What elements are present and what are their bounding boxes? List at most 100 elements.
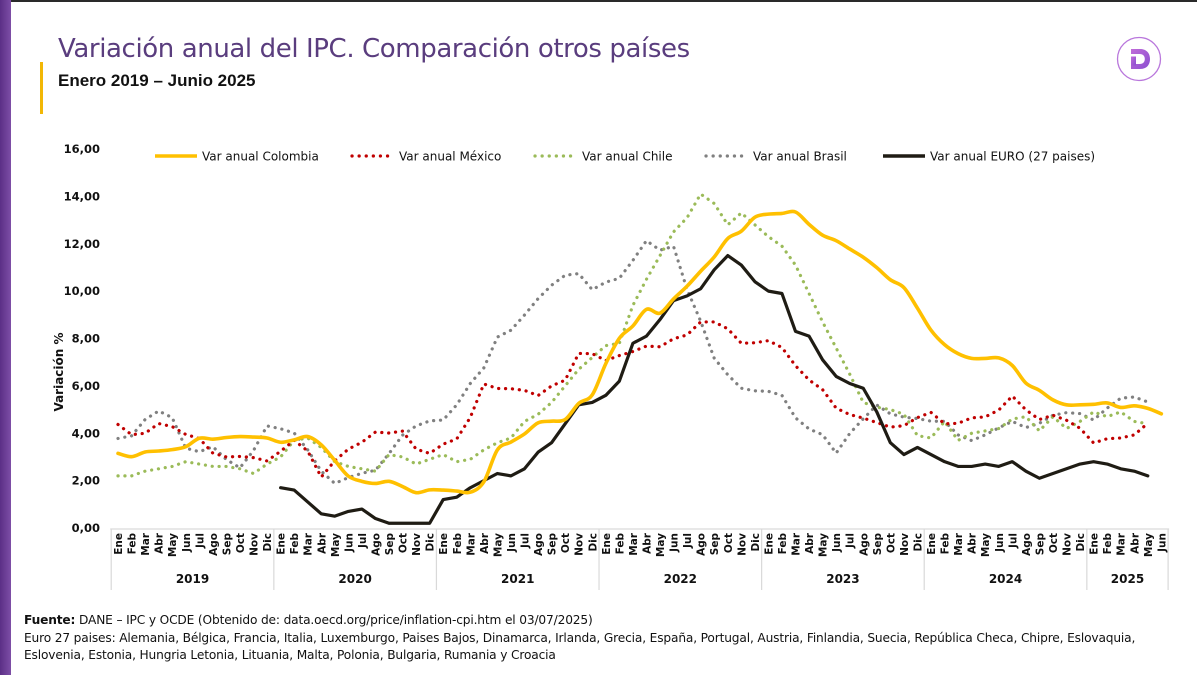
x-tick-month: Jun	[343, 533, 355, 553]
x-tick-month: Sep	[384, 533, 396, 556]
x-tick-month: Feb	[1102, 533, 1114, 555]
series-line-var-anual-colombia	[116, 209, 1164, 495]
x-tick-month: Sep	[872, 533, 884, 556]
x-tick-month: Dic	[587, 533, 599, 552]
legend-item: Var anual México	[350, 150, 501, 164]
y-tick-label: 14,00	[64, 189, 100, 203]
x-tick-month: Abr	[641, 532, 653, 554]
x-tick-month: May	[330, 533, 342, 557]
x-tick-month: Feb	[289, 533, 301, 555]
x-tick-month: Dic	[750, 533, 762, 552]
x-tick-month: Mar	[140, 532, 152, 556]
legend-label: Var anual Brasil	[753, 150, 847, 164]
euro-countries-note: Euro 27 paises: Alemania, Bélgica, Franc…	[24, 630, 1136, 663]
y-tick-label: 6,00	[72, 379, 100, 393]
x-tick-month: Ene	[276, 533, 288, 555]
side-accent-bar	[0, 0, 11, 675]
x-tick-month: Oct	[235, 533, 247, 553]
x-tick-month: Mar	[953, 532, 965, 556]
page-title: Variación anual del IPC. Comparación otr…	[58, 34, 690, 64]
y-axis: 0,00 2,00 4,00 6,00 8,00 10,00 12,00 14,00 16,00…	[52, 142, 100, 535]
series-lines	[116, 192, 1164, 525]
chart-legend: Var anual Colombia Var anual México Var an…	[155, 150, 1095, 164]
x-tick-year: 2021	[501, 572, 534, 586]
x-tick-month: Mar	[1116, 532, 1128, 556]
x-tick-month: Jun	[994, 533, 1006, 553]
x-tick-month: Oct	[398, 533, 410, 553]
legend-label: Var anual EURO (27 paises)	[930, 150, 1095, 164]
y-tick-label: 8,00	[72, 332, 100, 346]
series-line-var-anual-chile	[116, 192, 1150, 478]
legend-label: Var anual México	[399, 150, 501, 164]
x-tick-month: Ene	[113, 533, 125, 555]
title-accent-line	[40, 62, 43, 114]
x-tick-month: Jul	[520, 533, 532, 549]
x-tick-month: Dic	[912, 533, 924, 552]
series-line-var-anual-brasil	[116, 239, 1150, 486]
x-tick-month: Ago	[533, 533, 545, 556]
x-tick-month: Feb	[127, 533, 139, 555]
x-tick-month: Jul	[845, 533, 857, 549]
x-tick-month: Abr	[154, 532, 166, 554]
y-tick-label: 2,00	[72, 474, 100, 488]
x-tick-month: Ago	[208, 533, 220, 556]
source-text: DANE – IPC y OCDE (Obtenido de: data.oec…	[75, 613, 593, 627]
y-axis-title: Variación %	[52, 332, 66, 411]
x-tick-month: Ene	[926, 533, 938, 555]
x-tick-month: Feb	[614, 533, 626, 555]
legend-label: Var anual Colombia	[202, 150, 319, 164]
x-tick-month: Dic	[1075, 533, 1087, 552]
series-line-var-anual-m-xico	[116, 320, 1150, 479]
x-tick-month: Oct	[1048, 533, 1060, 553]
x-tick-month: Oct	[885, 533, 897, 553]
x-tick-month: Mar	[303, 532, 315, 556]
x-tick-month: Oct	[723, 533, 735, 553]
x-tick-month: Oct	[560, 533, 572, 553]
x-tick-year: 2023	[826, 572, 859, 586]
x-tick-month: Sep	[709, 533, 721, 556]
x-tick-month: May	[818, 533, 830, 557]
legend-label: Var anual Chile	[582, 150, 672, 164]
x-tick-month: Dic	[262, 533, 274, 552]
x-tick-month: Mar	[628, 532, 640, 556]
d-letter-logo-icon	[1116, 36, 1162, 82]
x-tick-month: May	[655, 533, 667, 557]
x-tick-year: 2020	[338, 572, 371, 586]
x-tick-month: Feb	[452, 533, 464, 555]
x-tick-month: Ago	[858, 533, 870, 556]
x-tick-month: Jul	[194, 533, 206, 549]
x-tick-month: Jul	[682, 533, 694, 549]
legend-item: Var anual EURO (27 paises)	[883, 150, 1095, 164]
y-tick-label: 4,00	[72, 426, 100, 440]
chart-footer: Fuente: DANE – IPC y OCDE (Obtenido de: …	[24, 612, 1194, 665]
x-tick-month: Jul	[1007, 533, 1019, 549]
top-border	[0, 0, 1197, 2]
x-tick-month: Jun	[669, 533, 681, 553]
x-tick-month: May	[492, 533, 504, 557]
inflation-line-chart: Var anual Colombia Var anual México Var an…	[52, 142, 1170, 590]
x-tick-month: Jun	[506, 533, 518, 553]
x-tick-month: Ene	[1089, 533, 1101, 555]
x-tick-year: 2022	[664, 572, 697, 586]
x-tick-month: Ago	[370, 533, 382, 556]
x-tick-month: Sep	[221, 533, 233, 556]
x-tick-month: Nov	[1062, 533, 1074, 556]
y-tick-label: 16,00	[64, 142, 100, 156]
x-tick-month: May	[1143, 533, 1155, 557]
x-tick-month: Ago	[696, 533, 708, 556]
x-tick-month: Nov	[249, 533, 261, 556]
x-tick-month: Ene	[763, 533, 775, 555]
x-tick-month: Abr	[316, 532, 328, 554]
legend-item: Var anual Chile	[533, 150, 672, 164]
legend-item: Var anual Colombia	[155, 150, 319, 164]
x-axis: Ene Feb Mar Abr May Jun Jul Ago Sep Oct Nov Dic Ene F…	[110, 528, 1170, 590]
x-tick-month: Jun	[181, 533, 193, 553]
x-tick-month: Sep	[1034, 533, 1046, 556]
legend-item: Var anual Brasil	[704, 150, 847, 164]
x-tick-month: Jun	[1156, 533, 1168, 553]
x-tick-month: Nov	[899, 533, 911, 556]
x-tick-month: Dic	[425, 533, 437, 552]
x-tick-month: Feb	[777, 533, 789, 555]
x-tick-month: Sep	[547, 533, 559, 556]
x-tick-year: 2019	[176, 572, 209, 586]
